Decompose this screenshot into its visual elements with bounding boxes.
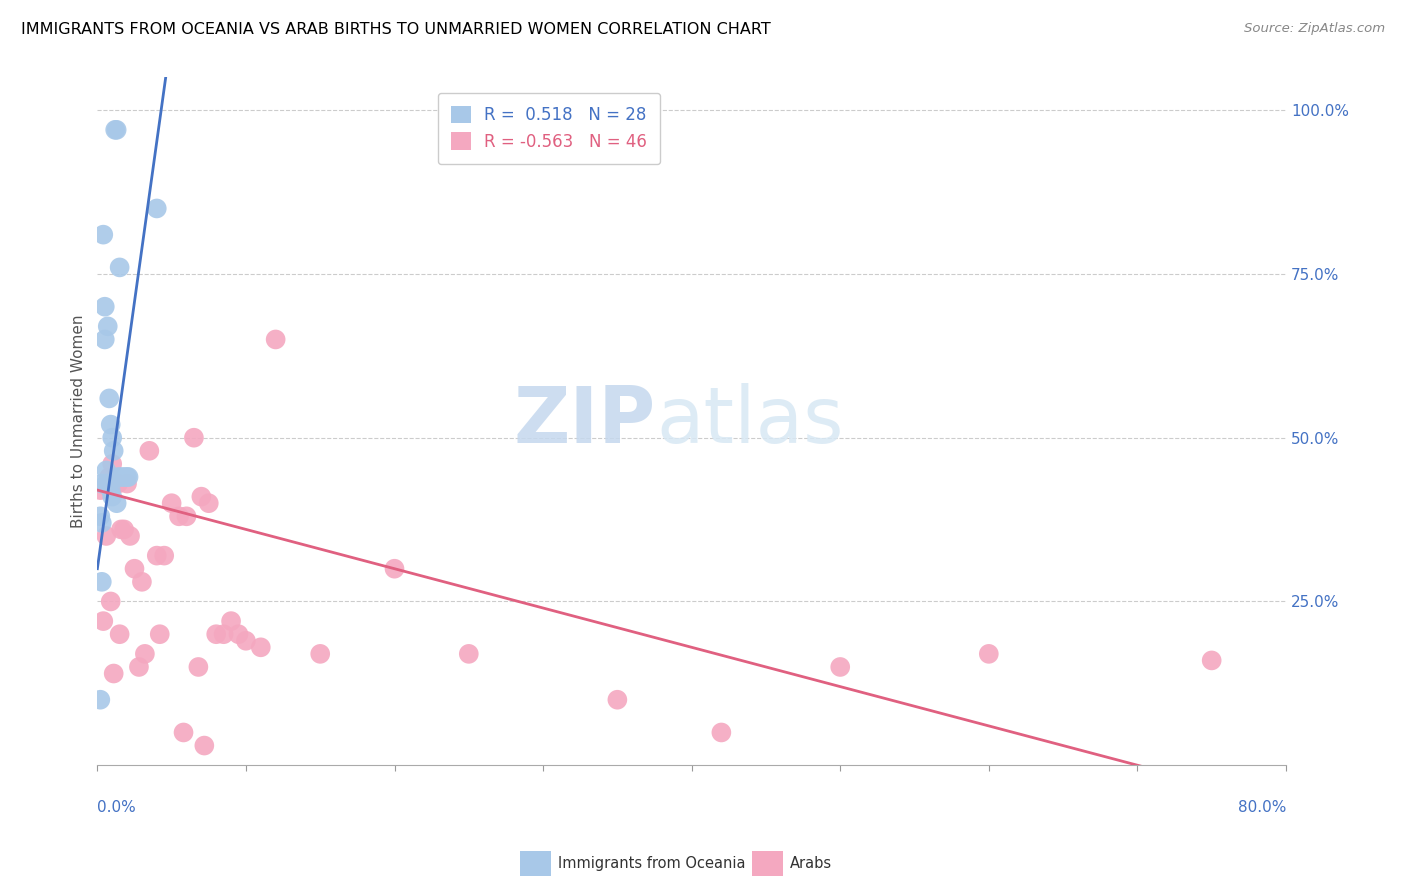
Point xyxy=(108,627,131,641)
Point xyxy=(96,529,118,543)
Point xyxy=(212,627,235,641)
Point xyxy=(104,476,127,491)
Point xyxy=(91,227,114,242)
Point xyxy=(107,476,129,491)
Text: ZIP: ZIP xyxy=(513,384,657,459)
Point xyxy=(309,647,332,661)
Point xyxy=(197,496,219,510)
Point xyxy=(235,633,257,648)
Point xyxy=(103,443,125,458)
Point xyxy=(167,509,190,524)
Point xyxy=(94,333,117,347)
Point xyxy=(89,483,111,497)
Y-axis label: Births to Unmarried Women: Births to Unmarried Women xyxy=(72,315,86,528)
Point xyxy=(96,476,118,491)
Point xyxy=(176,509,198,524)
Point xyxy=(153,549,176,563)
Point xyxy=(100,417,122,432)
Point xyxy=(187,660,209,674)
Point xyxy=(98,392,121,406)
Point xyxy=(105,123,128,137)
Point xyxy=(160,496,183,510)
Point xyxy=(90,516,112,530)
Point xyxy=(249,640,271,655)
Point xyxy=(110,523,132,537)
Text: Arabs: Arabs xyxy=(790,856,832,871)
Point xyxy=(110,470,132,484)
Point xyxy=(219,614,242,628)
Text: IMMIGRANTS FROM OCEANIA VS ARAB BIRTHS TO UNMARRIED WOMEN CORRELATION CHART: IMMIGRANTS FROM OCEANIA VS ARAB BIRTHS T… xyxy=(21,22,770,37)
Point xyxy=(264,333,287,347)
Text: Immigrants from Oceania: Immigrants from Oceania xyxy=(558,856,745,871)
Point xyxy=(104,123,127,137)
Point xyxy=(101,431,124,445)
Point xyxy=(115,470,138,484)
Point xyxy=(205,627,228,641)
Point xyxy=(1201,653,1223,667)
Point xyxy=(190,490,212,504)
Point xyxy=(89,692,111,706)
Text: 0.0%: 0.0% xyxy=(97,799,136,814)
Point xyxy=(101,457,124,471)
Point xyxy=(112,523,135,537)
Text: Source: ZipAtlas.com: Source: ZipAtlas.com xyxy=(1244,22,1385,36)
Point xyxy=(91,614,114,628)
Point xyxy=(193,739,215,753)
Point xyxy=(138,443,160,458)
Point xyxy=(146,202,169,216)
Point xyxy=(124,562,146,576)
Point xyxy=(977,647,1000,661)
Text: 80.0%: 80.0% xyxy=(1237,799,1286,814)
Point xyxy=(107,470,129,484)
Text: atlas: atlas xyxy=(657,384,844,459)
Point xyxy=(183,431,205,445)
Point xyxy=(105,496,128,510)
Point xyxy=(101,490,124,504)
Point xyxy=(228,627,250,641)
Point xyxy=(89,509,111,524)
Point xyxy=(96,463,118,477)
Point xyxy=(457,647,479,661)
Point xyxy=(90,574,112,589)
Legend: R =  0.518   N = 28, R = -0.563   N = 46: R = 0.518 N = 28, R = -0.563 N = 46 xyxy=(437,93,661,164)
Point xyxy=(100,594,122,608)
Point xyxy=(131,574,153,589)
Point xyxy=(108,260,131,275)
Point xyxy=(710,725,733,739)
Point xyxy=(118,529,141,543)
Point xyxy=(103,666,125,681)
Point xyxy=(100,483,122,497)
Point xyxy=(115,476,138,491)
Point xyxy=(98,476,121,491)
Point xyxy=(98,470,121,484)
Point xyxy=(149,627,172,641)
Point xyxy=(94,300,117,314)
Point xyxy=(830,660,852,674)
Point xyxy=(134,647,156,661)
Point xyxy=(112,470,135,484)
Point xyxy=(384,562,406,576)
Point xyxy=(173,725,195,739)
Point xyxy=(97,319,120,334)
Point xyxy=(90,476,112,491)
Point xyxy=(117,470,139,484)
Point xyxy=(146,549,169,563)
Point xyxy=(128,660,150,674)
Point xyxy=(606,692,628,706)
